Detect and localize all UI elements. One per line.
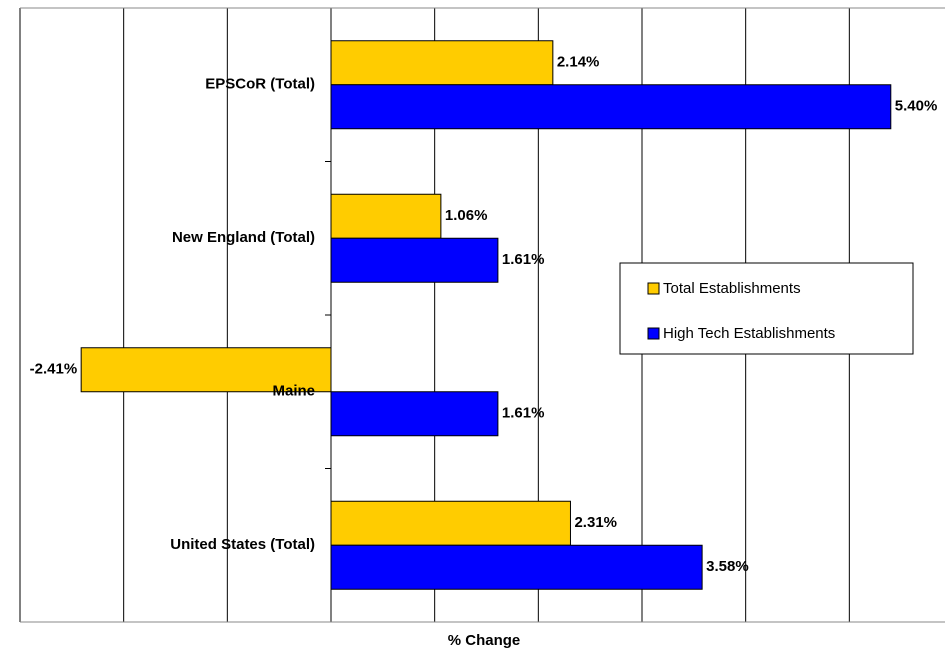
legend: [619, 262, 914, 355]
legend-swatch: [647, 327, 660, 340]
bar: [330, 237, 499, 283]
data-label: 1.61%: [502, 405, 545, 422]
legend-label: Total Establishments: [663, 280, 801, 297]
bar: [330, 544, 703, 590]
data-label: -2.41%: [30, 361, 78, 378]
legend-label: High Tech Establishments: [663, 325, 835, 342]
bar: [330, 193, 442, 239]
y-tick-label: EPSCoR (Total): [205, 76, 315, 93]
bar: [330, 500, 571, 546]
y-tick-label: New England (Total): [172, 229, 315, 246]
data-label: 5.40%: [895, 98, 938, 115]
data-label: 2.14%: [557, 54, 600, 71]
data-label: 1.06%: [445, 207, 488, 224]
x-axis-label: % Change: [448, 632, 521, 649]
data-label: 1.61%: [502, 251, 545, 268]
bar: [330, 40, 554, 86]
data-label: 3.58%: [706, 558, 749, 575]
bar: [80, 347, 332, 393]
data-label: 2.31%: [574, 514, 617, 531]
bar: [330, 391, 499, 437]
legend-swatch: [647, 282, 660, 295]
bar: [330, 84, 892, 130]
y-tick-label: Maine: [272, 383, 315, 400]
y-tick-label: United States (Total): [170, 536, 315, 553]
